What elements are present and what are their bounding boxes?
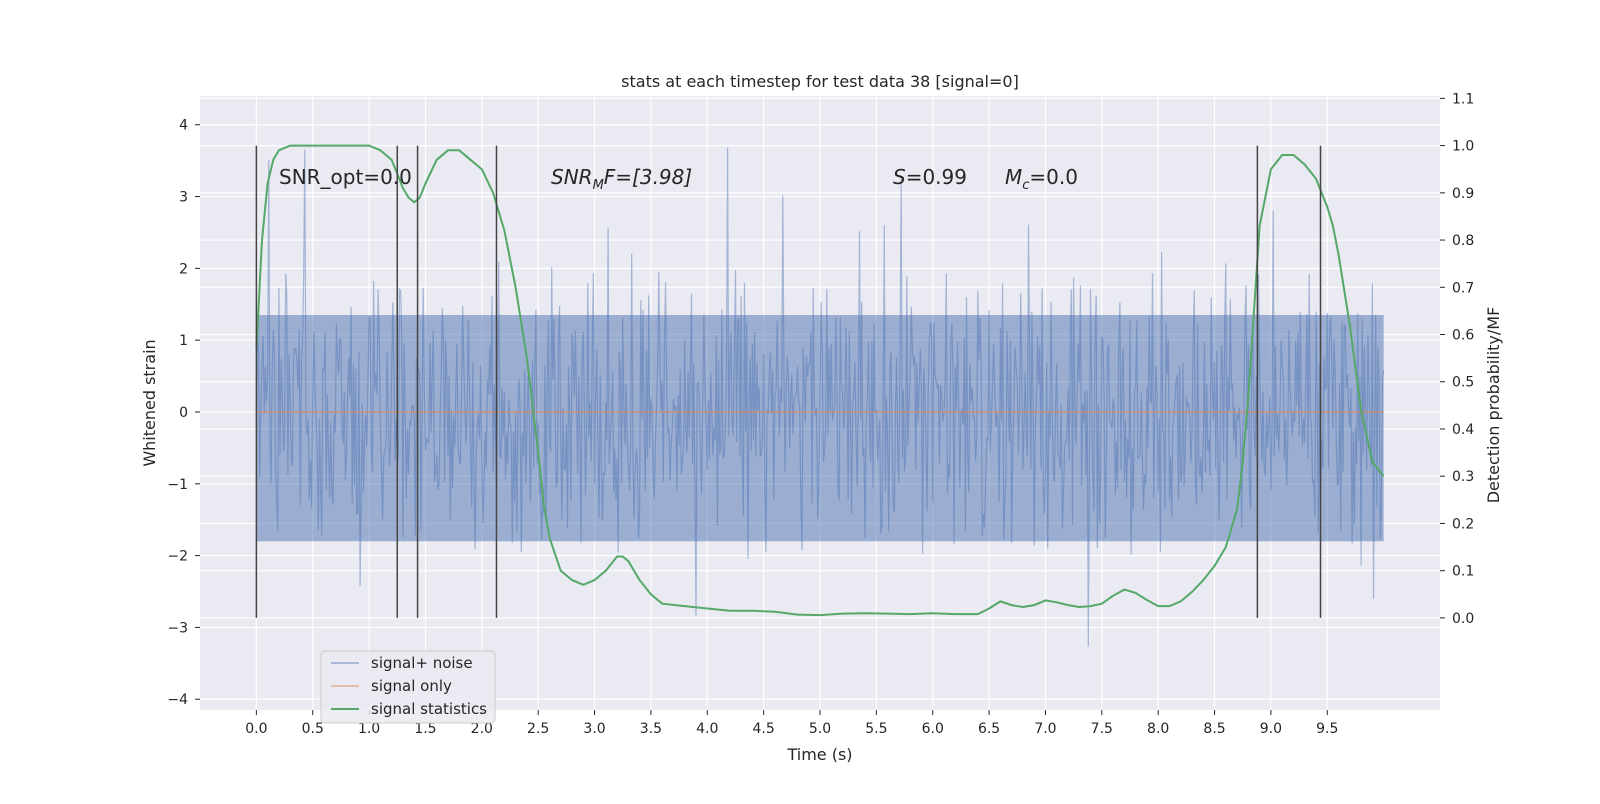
x-tick-label: 9.5 [1316, 721, 1338, 737]
y-tick-label: 1 [179, 333, 188, 349]
y2-tick-label: 0.2 [1452, 516, 1474, 532]
x-tick-label: 5.5 [865, 721, 887, 737]
y2-axis-ticks: 1.1 1.0 0.9 0.8 0.7 0.6 0.5 0.4 0.3 0.2 0.1 0.0 [1440, 91, 1474, 627]
x-tick-label: 4.5 [753, 721, 775, 737]
x-tick-label: 2.0 [471, 721, 493, 737]
x-tick-label: 1.5 [414, 721, 436, 737]
y2-tick-label: 0.7 [1452, 280, 1474, 296]
y2-axis-label: Detection probability/MF [1484, 307, 1503, 504]
y-tick-label: −1 [167, 477, 188, 493]
series-signal-noise [255, 147, 1385, 647]
y-tick-label: −2 [167, 549, 188, 565]
x-tick-label: 8.0 [1147, 721, 1169, 737]
y2-tick-label: 1.1 [1452, 91, 1474, 107]
y-tick-label: 0 [179, 405, 188, 421]
annotation-mc: Mc=0.0 [1005, 165, 1078, 193]
x-axis-ticks: 0.0 0.5 1.0 1.5 2.0 2.5 3.0 3.5 4.0 4.5 5.0 5.5 6.0 6… [245, 710, 1338, 737]
annotation-snr-opt: SNR_opt=0.0 [279, 165, 412, 189]
chart-title: stats at each timestep for test data 38 … [621, 72, 1019, 91]
x-tick-label: 2.5 [527, 721, 549, 737]
x-tick-label: 3.5 [640, 721, 662, 737]
x-tick-label: 7.5 [1091, 721, 1113, 737]
y-tick-label: −4 [167, 692, 188, 708]
y-tick-label: 3 [179, 190, 188, 206]
x-tick-label: 5.0 [809, 721, 831, 737]
y-axis-ticks: 4 3 2 1 0 −1 −2 −3 −4 [167, 118, 200, 708]
y2-tick-label: 0.0 [1452, 611, 1474, 627]
x-tick-label: 1.0 [358, 721, 380, 737]
legend-box [320, 650, 496, 724]
y-axis-label: Whitened strain [140, 339, 159, 466]
y-tick-label: 4 [179, 118, 188, 134]
vertical-markers [255, 145, 1322, 618]
legend-label-signal-noise: signal+ noise [371, 654, 473, 672]
y2-tick-label: 0.8 [1452, 233, 1474, 249]
x-axis-label: Time (s) [786, 745, 852, 764]
x-tick-label: 3.0 [583, 721, 605, 737]
x-tick-label: 0.5 [302, 721, 324, 737]
y2-tick-label: 0.9 [1452, 186, 1474, 202]
x-tick-label: 8.5 [1203, 721, 1225, 737]
legend-label-signal-only: signal only [371, 677, 452, 695]
x-tick-label: 6.0 [922, 721, 944, 737]
noise-band [256, 315, 1384, 542]
x-tick-label: 7.0 [1034, 721, 1056, 737]
y2-tick-label: 0.6 [1452, 328, 1474, 344]
annotation-s: S=0.99 [893, 165, 967, 189]
annotation-snr-mf: SNRMF=[3.98] [551, 165, 692, 193]
y2-tick-label: 0.5 [1452, 375, 1474, 391]
noise-trace [255, 147, 1385, 647]
y-tick-label: 2 [179, 261, 188, 277]
y2-tick-label: 0.3 [1452, 469, 1474, 485]
x-tick-label: 6.5 [978, 721, 1000, 737]
y2-tick-label: 0.4 [1452, 422, 1474, 438]
x-tick-label: 9.0 [1260, 721, 1282, 737]
x-tick-label: 4.0 [696, 721, 718, 737]
legend: signal+ noise signal only signal statist… [320, 650, 496, 724]
y2-tick-label: 1.0 [1452, 139, 1474, 155]
y-tick-label: −3 [167, 620, 188, 636]
y2-tick-label: 0.1 [1452, 564, 1474, 580]
x-tick-label: 0.0 [245, 721, 267, 737]
legend-label-signal-statistics: signal statistics [371, 700, 487, 718]
